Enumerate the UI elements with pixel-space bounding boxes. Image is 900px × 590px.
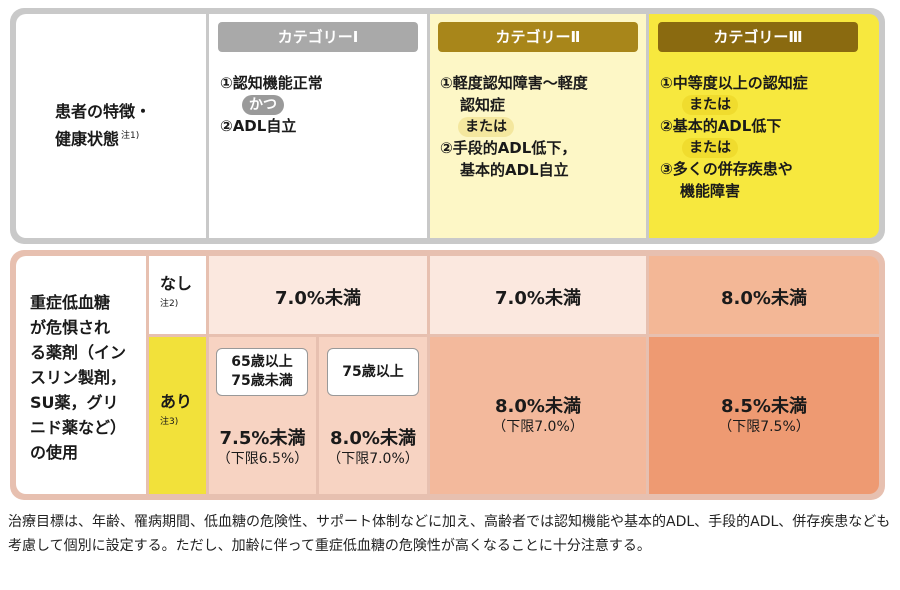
left-label-line2: が危惧され xyxy=(30,318,111,337)
footnote: 治療目標は、年齢、罹病期間、低血糖の危険性、サポート体制などに加え、高齢者では認… xyxy=(8,514,891,554)
left-label-line6: ニド薬など） xyxy=(30,418,127,437)
nashi-cat2-value: 7.0%未満 xyxy=(495,288,581,309)
ari-cat1a-age-box: 65歳以上 75歳未満 xyxy=(216,348,308,396)
ari-label: あり 注3) xyxy=(160,390,192,427)
cat1-header: カテゴリーⅠ xyxy=(218,22,418,52)
left-label-line5: SU薬，グリ xyxy=(30,393,119,412)
cat1-kats: かつ xyxy=(242,95,284,115)
left-label-line4: スリン製剤， xyxy=(30,368,127,387)
cat1-item-2: ②ADL自立 xyxy=(220,117,297,135)
ari-cat2-value: 8.0%未満 xyxy=(495,396,581,417)
cat2-item-2b: 基本的ADL自立 xyxy=(460,161,569,179)
cat2-items: ①軽度認知障害〜軽度 認知症 または ②手段的ADL低下， 基本的ADL自立 xyxy=(440,72,645,181)
cat3-item-3b: 機能障害 xyxy=(680,182,741,200)
nashi-cat1-value: 7.0%未満 xyxy=(275,288,361,309)
nashi-label-cell xyxy=(149,256,206,334)
nashi-note: 注2) xyxy=(160,299,179,309)
cat3-item-1: ①中等度以上の認知症 xyxy=(660,74,808,92)
cat2-item-1: ①軽度認知障害〜軽度 xyxy=(440,74,588,92)
ari-cat1a-value: 7.5%未満 xyxy=(219,428,306,449)
nashi-cat1-cell xyxy=(209,256,427,334)
ari-cat1b-age: 75歳以上 xyxy=(342,364,404,380)
ari-cat1b-value: 8.0%未満 xyxy=(330,428,416,449)
ari-cat1b-age-box: 75歳以上 xyxy=(327,348,419,396)
ari-cat2-cell xyxy=(430,337,646,494)
cat2-header: カテゴリーⅡ xyxy=(438,22,638,52)
nashi-cat3-cell xyxy=(649,256,879,334)
nashi-cat3-value: 8.0%未満 xyxy=(721,288,807,309)
top-row-label-cell xyxy=(16,14,206,238)
ari-label-cell xyxy=(149,337,206,494)
row-label-note: 注1) xyxy=(121,131,140,141)
ari-cat3-value: 8.5%未満 xyxy=(721,396,807,417)
ari-cat1a-age1: 65歳以上 xyxy=(231,354,293,370)
row-label-line2: 健康状態 xyxy=(55,129,120,149)
ari-cat3-limit: （下限7.5%） xyxy=(718,419,810,435)
left-label-line7: の使用 xyxy=(30,443,79,462)
ari-cat1a-age2: 75歳未満 xyxy=(231,373,293,389)
nashi-label: なし 注2) xyxy=(160,272,192,309)
row-label-line1: 患者の特徴・ xyxy=(55,102,152,121)
cat3-or1: または xyxy=(682,95,738,115)
cat1-item-1: ①認知機能正常 xyxy=(220,74,323,92)
cat3-header: カテゴリーⅢ xyxy=(658,22,858,52)
cat1-items: ①認知機能正常 かつ ②ADL自立 xyxy=(220,72,420,137)
cat3-item-2: ②基本的ADL低下 xyxy=(660,117,782,135)
cat3-or2: または xyxy=(682,138,738,158)
ari-note: 注3) xyxy=(160,417,179,427)
top-row-label: 患者の特徴・ 健康状態 注1) xyxy=(55,100,151,151)
cat3-items: ①中等度以上の認知症 または ②基本的ADL低下 または ③多くの併存疾患や 機… xyxy=(660,72,875,202)
cat3-item-3: ③多くの併存疾患や xyxy=(660,160,793,178)
cat2-item-1b: 認知症 xyxy=(460,96,506,114)
cat2-item-2: ②手段的ADL低下， xyxy=(440,139,577,157)
ari-cat1a-limit: （下限6.5%） xyxy=(216,451,309,467)
ari-cat1b-limit: （下限7.0%） xyxy=(327,451,419,467)
left-label-line1: 重症低血糖 xyxy=(30,293,111,312)
bottom-left-label: 重症低血糖 が危惧され る薬剤（イン スリン製剤， SU薬，グリ ニド薬など） … xyxy=(30,290,126,465)
ari-text: あり xyxy=(160,392,193,411)
ari-cat2-limit: （下限7.0%） xyxy=(492,419,584,435)
cat2-or: または xyxy=(458,117,514,137)
nashi-text: なし xyxy=(160,274,193,293)
bottom-left-label-cell xyxy=(16,256,146,494)
ari-cat3-cell xyxy=(649,337,879,494)
nashi-cat2-cell xyxy=(430,256,646,334)
left-label-line3: る薬剤（イン xyxy=(30,343,127,362)
